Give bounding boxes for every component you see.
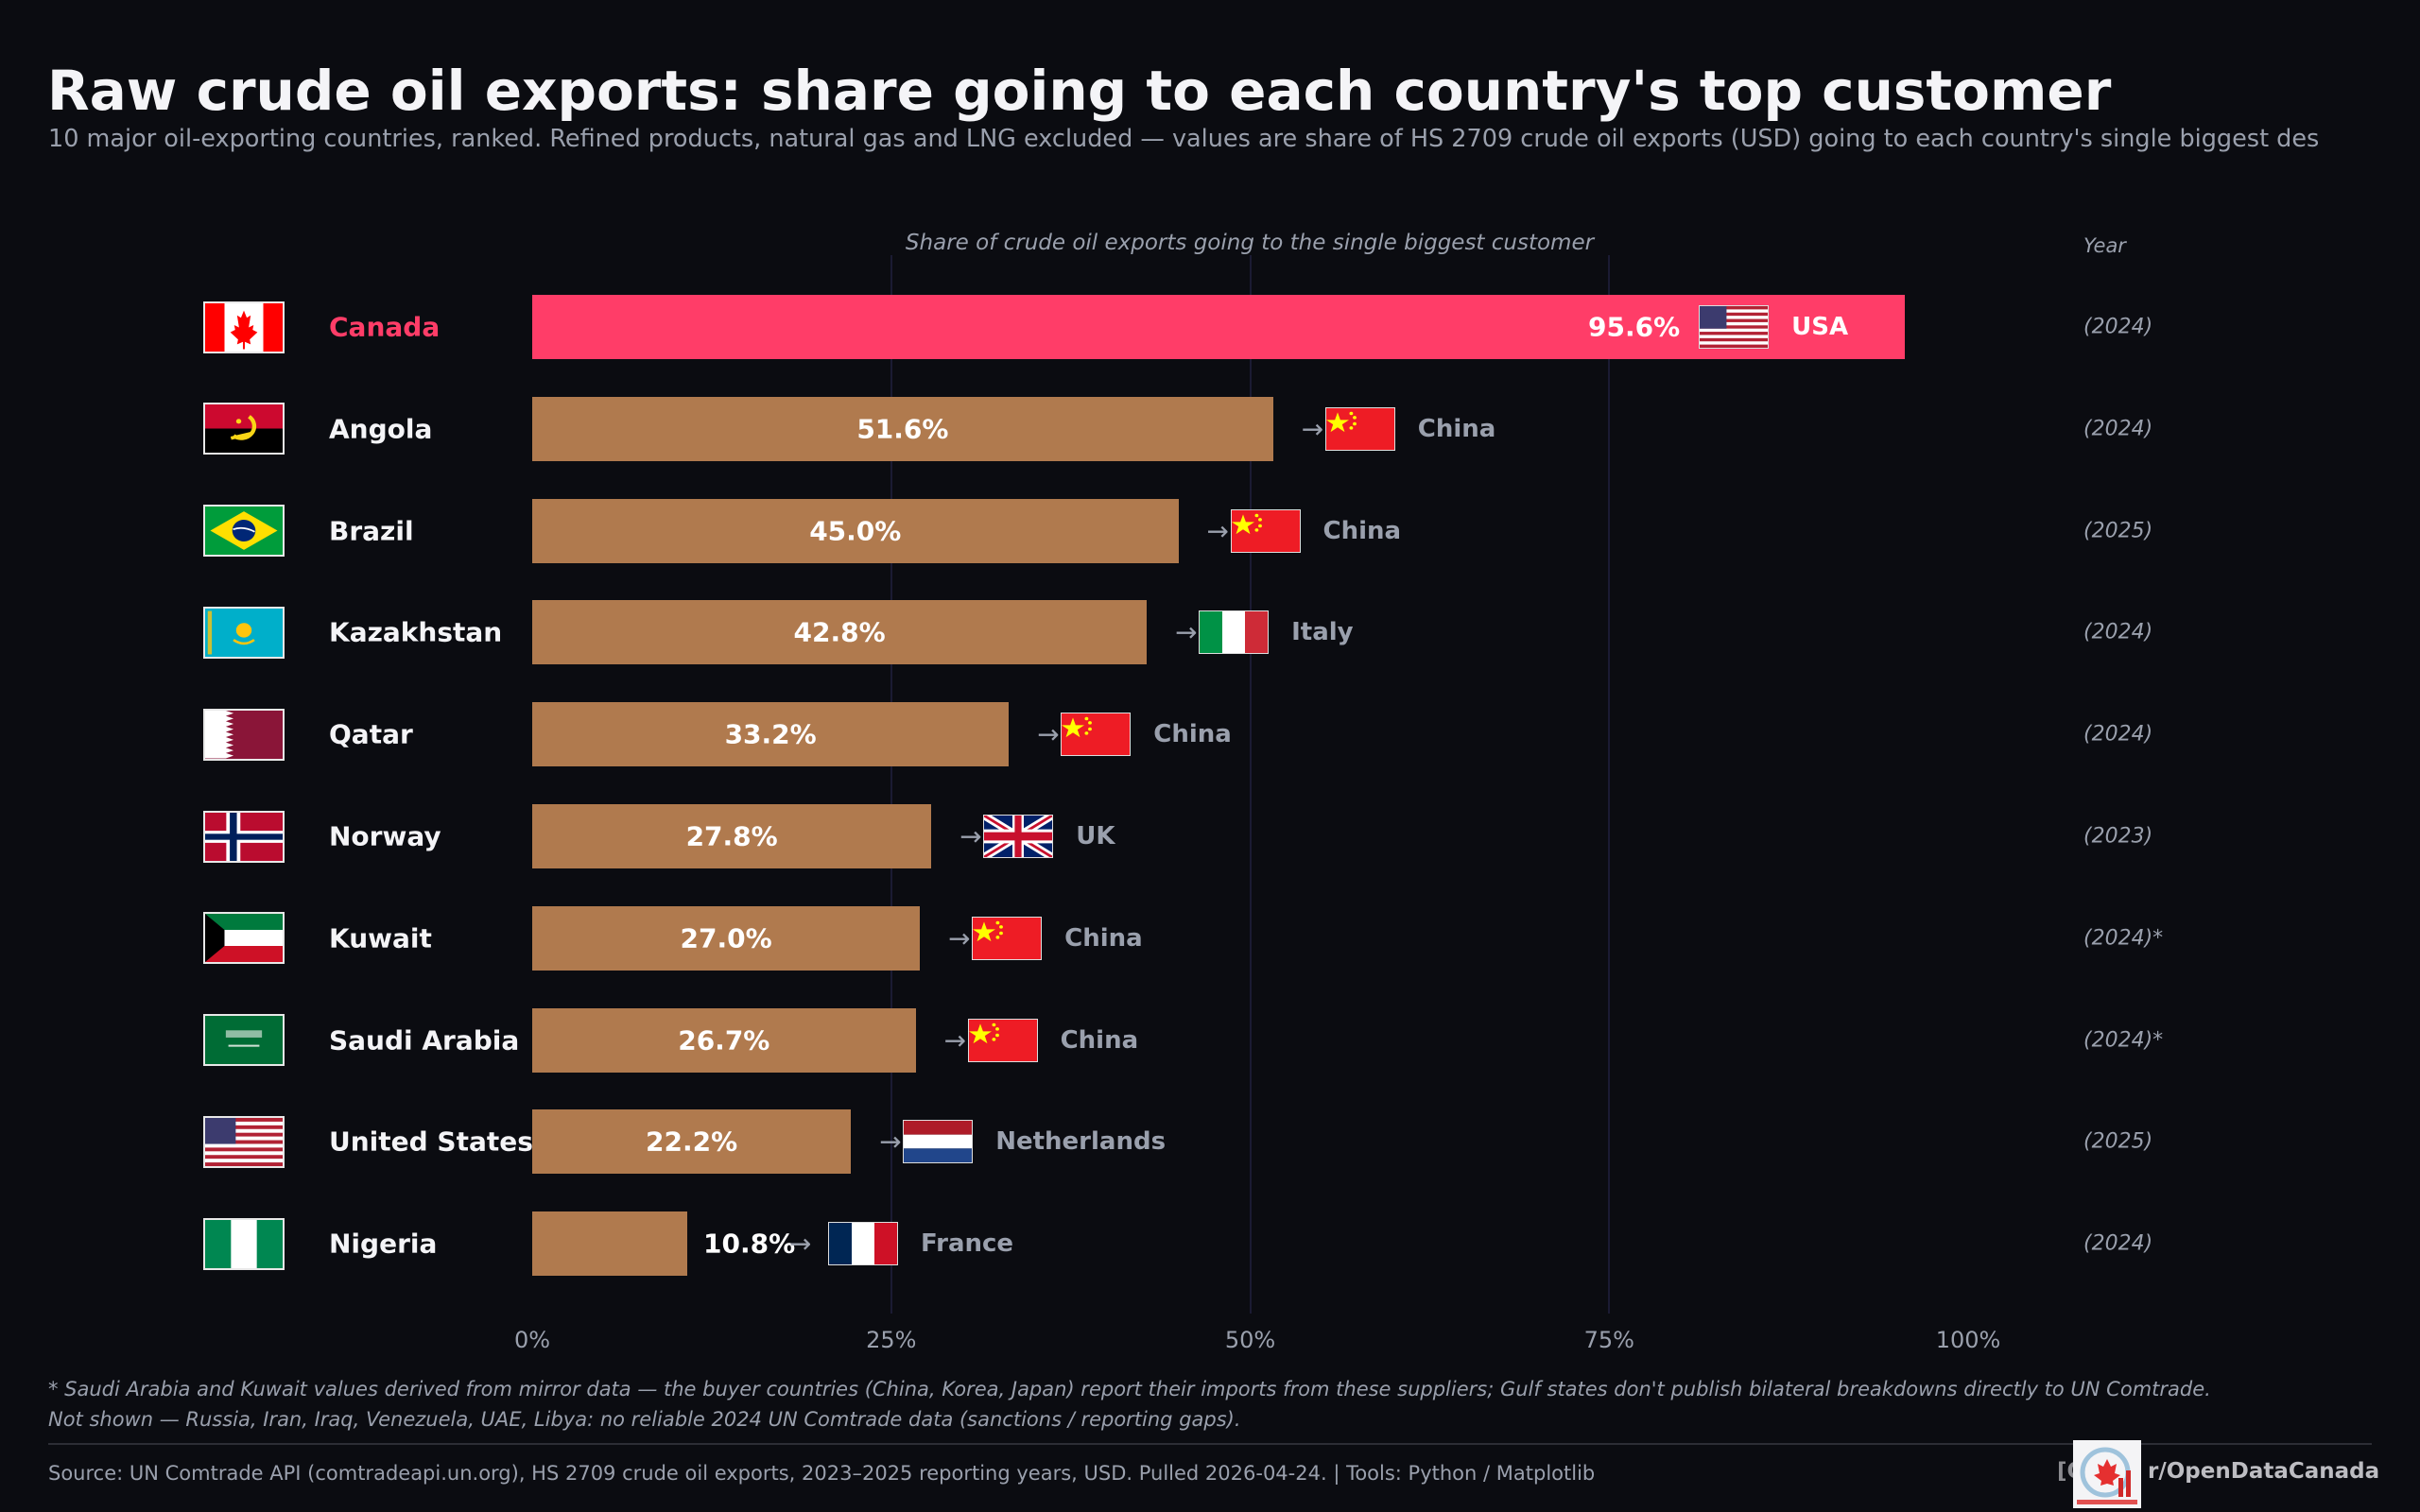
country-label: Canada xyxy=(329,311,441,343)
footnote: Not shown — Russia, Iran, Iraq, Venezuel… xyxy=(48,1408,1241,1431)
usa-flag-icon xyxy=(1699,305,1770,349)
country-label: Saudi Arabia xyxy=(329,1024,520,1057)
chart-title: Raw crude oil exports: share going to ea… xyxy=(47,59,2112,123)
arrow-icon: → xyxy=(1301,413,1324,445)
year-label: (2024) xyxy=(2083,1231,2153,1256)
country-label: Qatar xyxy=(329,718,413,750)
source-note: Source: UN Comtrade API (comtradeapi.un.… xyxy=(48,1462,1596,1485)
arrow-icon: → xyxy=(959,820,982,852)
italy-flag-icon xyxy=(1199,610,1270,655)
arrow-icon: → xyxy=(1037,718,1060,750)
arrow-icon: → xyxy=(789,1228,812,1260)
bar xyxy=(532,396,1273,461)
footer-divider xyxy=(48,1443,2372,1445)
customer-label: China xyxy=(1417,414,1496,443)
customer-label: China xyxy=(1064,923,1143,953)
bar xyxy=(532,1007,916,1073)
uk-flag-icon xyxy=(983,815,1054,858)
year-label: (2024) xyxy=(2083,315,2153,339)
customer-label: USA xyxy=(1791,313,1849,341)
china-flag-icon xyxy=(1061,713,1132,757)
arrow-icon: → xyxy=(948,922,971,954)
country-label: Brazil xyxy=(329,515,414,547)
qatar-flag-icon xyxy=(203,708,285,761)
france-flag-icon xyxy=(828,1222,899,1266)
bar-value-label: 10.8% xyxy=(703,1228,796,1260)
customer-label: Netherlands xyxy=(995,1127,1167,1157)
country-label: Kuwait xyxy=(329,922,432,954)
bar-value-label: 33.2% xyxy=(724,718,817,750)
country-label: Kazakhstan xyxy=(329,616,503,648)
x-axis-label: Share of crude oil exports going to the … xyxy=(905,231,1595,255)
bar-value-label: 27.8% xyxy=(685,820,778,852)
bar-value-label: 27.0% xyxy=(680,922,772,954)
kuwait-flag-icon xyxy=(203,912,285,965)
bar xyxy=(532,702,1010,767)
year-label: (2024) xyxy=(2083,620,2153,644)
year-label: (2024) xyxy=(2083,722,2153,747)
customer-label: China xyxy=(1060,1025,1139,1055)
norway-flag-icon xyxy=(203,810,285,863)
year-label: (2024)* xyxy=(2083,926,2164,951)
customer-label: Italy xyxy=(1291,618,1354,647)
x-tick-label: 75% xyxy=(1583,1327,1634,1353)
arrow-icon: → xyxy=(879,1125,902,1158)
x-tick-label: 25% xyxy=(866,1327,917,1353)
bar xyxy=(532,498,1179,563)
country-label: Nigeria xyxy=(329,1228,438,1260)
year-label: (2024)* xyxy=(2083,1028,2164,1053)
bar xyxy=(532,1211,688,1277)
arrow-icon: → xyxy=(1206,515,1230,547)
bar-value-label: 42.8% xyxy=(793,616,886,648)
usa-flag-icon xyxy=(203,1115,285,1168)
gridline xyxy=(1608,255,1611,1314)
year-label: (2024) xyxy=(2083,417,2153,441)
arrow-icon: → xyxy=(1175,616,1198,648)
bar xyxy=(532,905,921,971)
kazakhstan-flag-icon xyxy=(203,606,285,659)
x-tick-label: 0% xyxy=(513,1327,551,1353)
china-flag-icon xyxy=(1324,406,1395,451)
year-column-header: Year xyxy=(2083,234,2126,257)
brazil-flag-icon xyxy=(203,505,285,558)
customer-label: France xyxy=(921,1229,1014,1259)
year-label: (2023) xyxy=(2083,824,2153,849)
customer-label: China xyxy=(1153,720,1232,749)
nigeria-flag-icon xyxy=(203,1217,285,1270)
bar-value-label: 51.6% xyxy=(856,413,949,445)
bar-value-label: 26.7% xyxy=(678,1024,770,1057)
country-label: United States xyxy=(329,1125,533,1158)
canada-flag-icon xyxy=(203,301,285,353)
year-label: (2025) xyxy=(2083,1129,2153,1154)
country-label: Norway xyxy=(329,820,441,852)
customer-label: UK xyxy=(1076,822,1115,850)
bar-value-label: 95.6% xyxy=(1588,311,1681,343)
x-tick-label: 100% xyxy=(1935,1327,2001,1353)
arrow-icon: → xyxy=(943,1024,967,1057)
country-label: Angola xyxy=(329,413,433,445)
netherlands-flag-icon xyxy=(903,1120,974,1164)
brand-name: r/OpenDataCanada xyxy=(2148,1459,2380,1484)
x-tick-label: 50% xyxy=(1224,1327,1276,1353)
bar-value-label: 22.2% xyxy=(646,1125,738,1158)
angola-flag-icon xyxy=(203,403,285,455)
bar-value-label: 45.0% xyxy=(809,515,902,547)
footnote: * Saudi Arabia and Kuwait values derived… xyxy=(48,1378,2211,1400)
year-label: (2025) xyxy=(2083,519,2153,543)
open-data-canada-logo-icon xyxy=(2073,1440,2141,1508)
bar xyxy=(532,804,932,868)
china-flag-icon xyxy=(972,916,1043,960)
bar xyxy=(532,1109,852,1175)
bar xyxy=(532,600,1148,665)
saudi-flag-icon xyxy=(203,1014,285,1067)
china-flag-icon xyxy=(967,1018,1038,1062)
chart-subtitle: 10 major oil-exporting countries, ranked… xyxy=(48,125,2320,153)
china-flag-icon xyxy=(1230,508,1301,553)
gridline xyxy=(1249,255,1252,1314)
gridline xyxy=(890,255,892,1314)
customer-label: China xyxy=(1322,516,1402,545)
bar xyxy=(532,295,1906,359)
